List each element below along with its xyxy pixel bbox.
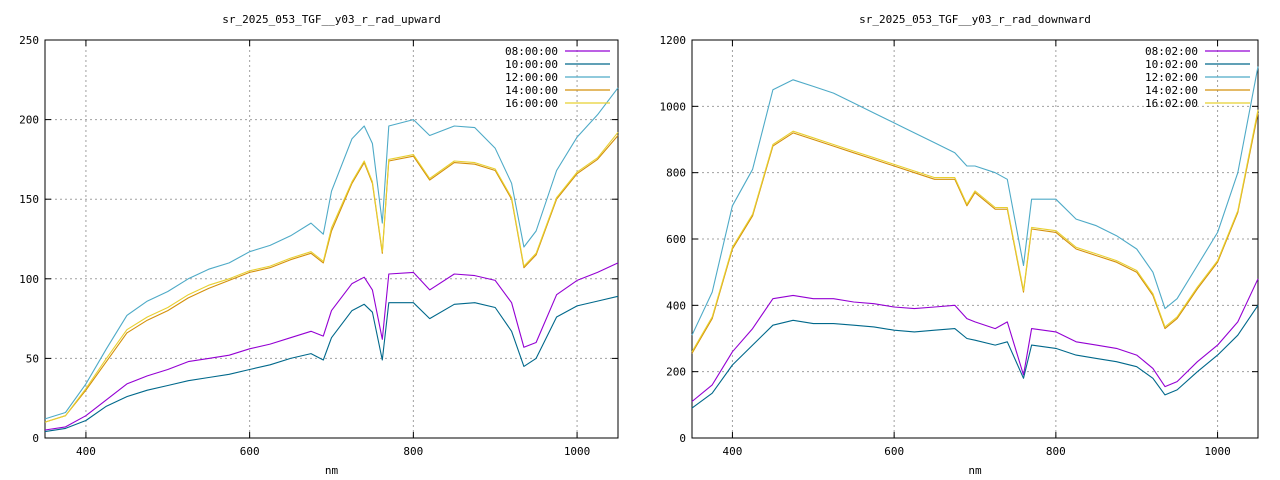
y-tick-label: 50 xyxy=(26,352,39,365)
x-tick-label: 400 xyxy=(722,445,742,458)
y-tick-label: 1000 xyxy=(660,100,687,113)
y-tick-label: 400 xyxy=(666,299,686,312)
y-tick-label: 150 xyxy=(19,193,39,206)
x-tick-label: 600 xyxy=(240,445,260,458)
legend-label: 12:00:00 xyxy=(505,71,558,84)
legend-label: 14:02:00 xyxy=(1145,84,1198,97)
x-tick-label: 800 xyxy=(403,445,423,458)
y-tick-label: 0 xyxy=(679,432,686,445)
chart-panel-1: sr_2025_053_TGF__y03_r_rad_upward 400 600 8… xyxy=(19,13,619,477)
y-tick-label: 600 xyxy=(666,233,686,246)
y-tick-label: 250 xyxy=(19,34,39,47)
legend-label: 16:00:00 xyxy=(505,97,558,110)
x-tick-label: 400 xyxy=(76,445,96,458)
y-tick-label: 200 xyxy=(19,114,39,127)
series-line-4 xyxy=(691,112,1259,354)
legend-label: 16:02:00 xyxy=(1145,97,1198,110)
legend-label: 12:02:00 xyxy=(1145,71,1198,84)
plot-frame xyxy=(44,39,619,439)
chart-title: sr_2025_053_TGF__y03_r_rad_downward xyxy=(859,13,1091,26)
series-line-5 xyxy=(691,109,1259,353)
series-line-2 xyxy=(691,304,1259,409)
legend-label: 10:00:00 xyxy=(505,58,558,71)
x-axis-label: nm xyxy=(968,464,982,477)
y-tick-label: 800 xyxy=(666,167,686,180)
y-tick-label: 0 xyxy=(32,432,39,445)
chart-title: sr_2025_053_TGF__y03_r_rad_upward xyxy=(222,13,441,26)
y-tick-label: 200 xyxy=(666,366,686,379)
legend-label: 08:00:00 xyxy=(505,45,558,58)
legend-label: 10:02:00 xyxy=(1145,58,1198,71)
series-line-2 xyxy=(44,295,619,433)
series-line-3 xyxy=(44,87,619,420)
legend-label: 08:02:00 xyxy=(1145,45,1198,58)
series-line-3 xyxy=(691,66,1259,336)
y-tick-label: 1200 xyxy=(660,34,687,47)
chart-panel-2: sr_2025_053_TGF__y03_r_rad_downward 400 60… xyxy=(660,13,1259,477)
x-axis-label: nm xyxy=(325,464,339,477)
x-tick-label: 600 xyxy=(884,445,904,458)
x-tick-label: 800 xyxy=(1046,445,1066,458)
x-tick-label: 1000 xyxy=(564,445,591,458)
series-line-1 xyxy=(691,278,1259,402)
legend-label: 14:00:00 xyxy=(505,84,558,97)
x-tick-label: 1000 xyxy=(1204,445,1231,458)
series-line-5 xyxy=(44,131,619,423)
y-tick-label: 100 xyxy=(19,273,39,286)
series-line-1 xyxy=(44,262,619,431)
